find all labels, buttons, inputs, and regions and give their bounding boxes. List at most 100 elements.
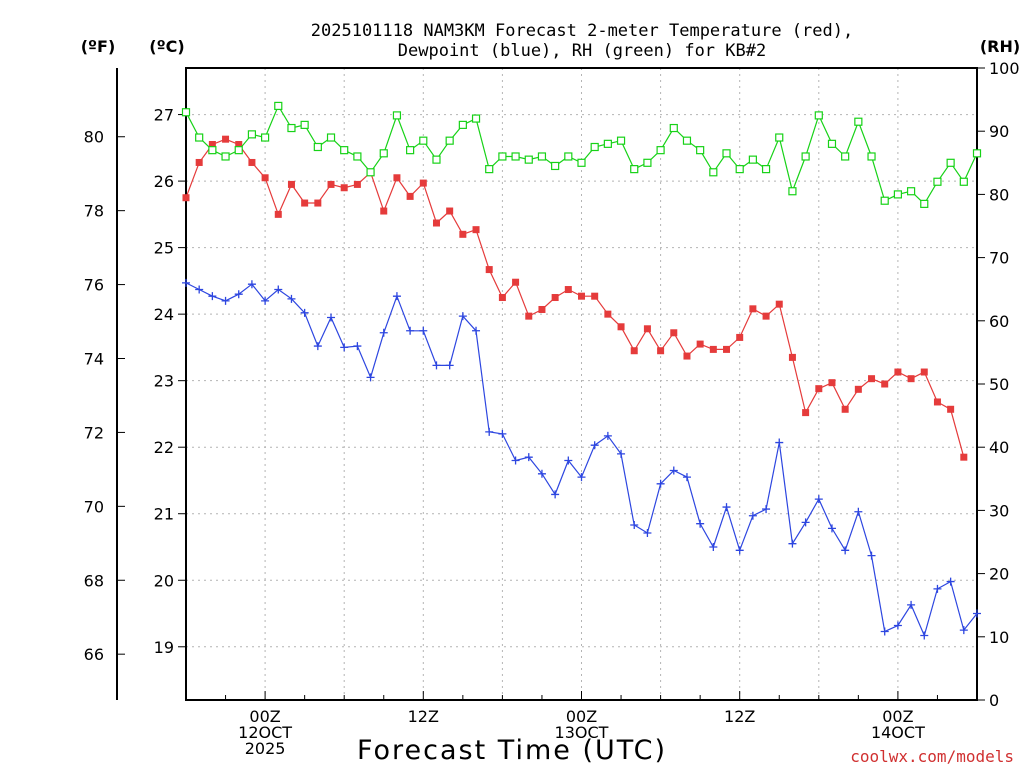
data-point: [287, 123, 296, 133]
data-point: [762, 505, 771, 514]
fahrenheit-tick-label: 68: [84, 571, 104, 590]
data-point: [814, 111, 823, 120]
data-point: [788, 187, 797, 196]
data-point: [419, 179, 427, 187]
data-point: [827, 139, 837, 148]
data-point: [353, 180, 361, 188]
data-point: [696, 340, 704, 348]
data-point: [933, 398, 941, 406]
rh-ticks: 0 10 20 30 40 50 60 70 80 90 100: [977, 59, 1020, 710]
chart-title-line-1: 2025101118 NAM3KM Forecast 2-meter Tempe…: [311, 21, 853, 41]
data-point: [868, 375, 876, 383]
data-point: [551, 161, 560, 171]
data-point: [261, 174, 269, 182]
data-point: [208, 292, 217, 301]
data-point: [380, 207, 388, 215]
data-point: [603, 139, 612, 148]
data-point: [274, 285, 283, 294]
data-point: [195, 133, 204, 142]
data-point: [314, 199, 322, 207]
data-point: [683, 352, 691, 360]
data-point: [814, 495, 823, 504]
data-point: [920, 631, 929, 640]
data-point: [854, 117, 863, 126]
rh-tick-label: 70: [989, 249, 1009, 268]
data-point: [274, 210, 282, 218]
data-point: [221, 296, 230, 305]
celsius-tick-label: 26: [154, 172, 174, 191]
data-point: [458, 312, 467, 321]
data-point: [353, 152, 362, 161]
data-point: [933, 177, 942, 186]
data-point: [300, 308, 309, 317]
fahrenheit-tick-label: 72: [84, 423, 104, 442]
data-point: [828, 379, 836, 387]
data-point: [392, 111, 402, 120]
data-point: [920, 199, 929, 208]
data-point: [432, 361, 441, 370]
series-dewpoint: [182, 278, 981, 640]
data-point: [643, 529, 652, 538]
data-point: [960, 453, 968, 461]
data-point: [604, 310, 612, 318]
celsius-tick-label: 20: [154, 571, 174, 590]
data-point: [788, 539, 797, 548]
time-tick-label: 2025: [245, 739, 286, 758]
data-point: [182, 194, 190, 202]
data-point: [946, 158, 955, 167]
rh-tick-label: 90: [989, 122, 1009, 141]
data-point: [485, 427, 494, 436]
fahrenheit-axis-unit: (ºF): [81, 37, 116, 56]
data-point: [353, 342, 362, 351]
data-point: [669, 466, 678, 475]
data-point: [248, 158, 256, 166]
data-point: [525, 312, 533, 320]
data-point: [696, 146, 705, 155]
data-point: [524, 453, 533, 462]
data-point: [907, 375, 915, 383]
data-point: [893, 621, 902, 630]
data-point: [379, 149, 388, 158]
data-point: [959, 626, 968, 635]
data-point: [340, 146, 349, 155]
data-point: [208, 141, 216, 149]
data-point: [880, 196, 889, 205]
data-point: [630, 165, 639, 174]
data-point: [590, 142, 599, 152]
data-point: [221, 152, 230, 161]
data-point: [762, 312, 770, 320]
data-point: [577, 473, 586, 482]
data-point: [564, 286, 572, 294]
data-point: [761, 165, 771, 174]
data-point: [617, 449, 626, 458]
time-tick-label: 00Z: [249, 707, 280, 726]
series-2-meter-temperature: [182, 135, 968, 461]
data-point: [182, 278, 190, 287]
data-point: [946, 577, 955, 586]
rh-tick-label: 100: [989, 59, 1020, 78]
data-point: [485, 165, 494, 174]
data-point: [788, 353, 796, 361]
data-point: [498, 152, 507, 161]
data-point: [748, 155, 757, 164]
celsius-tick-label: 21: [154, 505, 174, 524]
time-tick-label: 12Z: [408, 707, 439, 726]
data-point: [801, 518, 810, 527]
data-point: [340, 343, 349, 352]
data-point: [709, 542, 718, 551]
data-point: [564, 456, 573, 465]
data-point: [617, 323, 625, 331]
data-point: [485, 266, 493, 274]
data-point: [419, 136, 428, 145]
data-point: [577, 158, 586, 167]
data-point: [472, 226, 480, 234]
data-point: [630, 521, 639, 530]
data-point: [379, 328, 388, 337]
data-point: [801, 152, 810, 161]
source-credit: coolwx.com/models: [850, 747, 1014, 766]
data-point: [208, 146, 217, 155]
data-point: [775, 438, 784, 447]
time-tick-label: 12Z: [724, 707, 755, 726]
